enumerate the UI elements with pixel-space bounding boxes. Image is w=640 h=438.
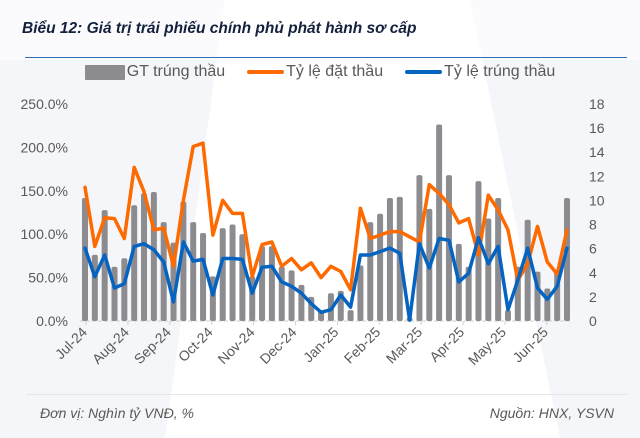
y-left-tick-label: 100.0% <box>21 226 68 242</box>
bar-gt-trung-thau <box>367 222 374 321</box>
unit-note: Đơn vị: Nghìn tỷ VNĐ, % <box>40 405 194 421</box>
legend-swatch-bars <box>84 64 125 80</box>
legend-item-win-ratio: Tỷ lệ trúng thầu <box>405 63 555 81</box>
y-right-tick-label: 4 <box>589 265 597 281</box>
bar-gt-trung-thau <box>544 288 551 321</box>
y-left-tick-label: 200.0% <box>21 139 68 155</box>
bar-gt-trung-thau <box>150 192 157 321</box>
bar-gt-trung-thau <box>465 266 472 321</box>
line-ty-le-dat-thau <box>83 141 569 292</box>
footer-rule <box>26 394 628 395</box>
x-tick-label: Feb-25 <box>341 324 384 367</box>
y-right-tick-label: 14 <box>589 144 605 160</box>
y-right-tick-label: 10 <box>589 192 605 208</box>
bar-gt-trung-thau <box>524 219 531 321</box>
y-left-tick-label: 50.0% <box>28 270 68 286</box>
bar-gt-trung-thau <box>504 310 511 321</box>
bar-gt-trung-thau <box>101 210 108 321</box>
bar-gt-trung-thau <box>288 270 295 321</box>
bar-gt-trung-thau <box>377 213 384 321</box>
bar-gt-trung-thau <box>357 265 364 321</box>
bar-gt-trung-thau <box>436 124 443 321</box>
x-tick-label: Sep-24 <box>131 324 174 367</box>
bar-gt-trung-thau <box>386 198 393 321</box>
x-tick-label: Dec-24 <box>256 324 299 367</box>
x-tick-label: Aug-24 <box>89 324 132 367</box>
y-right-tick-label: 12 <box>589 168 605 184</box>
bar-gt-trung-thau <box>485 218 492 321</box>
y-right-tick-label: 16 <box>589 120 605 136</box>
bar-gt-trung-thau <box>121 258 128 321</box>
y-right-tick-label: 6 <box>589 241 597 257</box>
bar-gt-trung-thau <box>259 246 266 321</box>
bar-gt-trung-thau <box>190 222 197 321</box>
legend-swatch-bid-ratio <box>247 70 285 74</box>
bar-gt-trung-thau <box>200 232 207 321</box>
bar-gt-trung-thau <box>91 254 98 321</box>
bar-gt-trung-thau <box>239 234 246 321</box>
y-right-tick-label: 18 <box>589 96 605 112</box>
legend-label-bars: GT trúng thầu <box>126 63 226 80</box>
bar-gt-trung-thau <box>141 193 148 321</box>
legend-item-bid-ratio: Tỷ lệ đặt thầu <box>247 63 383 81</box>
x-tick-label: Jun-25 <box>509 324 551 366</box>
bar-gt-trung-thau <box>160 222 167 321</box>
x-tick-label: Jan-25 <box>300 324 342 366</box>
legend-swatch-win-ratio <box>405 70 443 74</box>
bar-gt-trung-thau <box>278 266 285 321</box>
x-tick-label: May-25 <box>465 324 509 368</box>
bar-gt-trung-thau <box>564 198 570 321</box>
title-rule <box>25 57 627 58</box>
y-left-tick-label: 0.0% <box>36 313 68 329</box>
x-tick-label: Nov-24 <box>214 324 257 367</box>
line-ty-le-trung-thau <box>83 235 569 322</box>
legend-label-win-ratio: Tỷ lệ trúng thầu <box>444 63 556 80</box>
y-right-tick-label: 0 <box>589 313 597 329</box>
x-tick-label: Apr-25 <box>426 324 467 365</box>
x-tick-label: Jul-24 <box>52 324 90 362</box>
bar-gt-trung-thau <box>347 310 354 321</box>
y-right-tick-label: 8 <box>589 217 597 233</box>
legend-label-bid-ratio: Tỷ lệ đặt thầu <box>286 63 384 80</box>
bar-gt-trung-thau <box>82 198 88 321</box>
y-left-tick-label: 150.0% <box>21 183 68 199</box>
bar-gt-trung-thau <box>229 224 236 321</box>
bar-gt-trung-thau <box>318 311 325 321</box>
legend-item-bars: GT trúng thầu <box>84 63 226 81</box>
chart-title: Biểu 12: Giá trị trái phiếu chính phủ ph… <box>22 20 417 37</box>
bar-gt-trung-thau <box>131 205 138 321</box>
x-tick-label: Mar-25 <box>383 324 426 367</box>
y-right-tick-label: 2 <box>589 289 597 305</box>
legend: GT trúng thầu Tỷ lệ đặt thầu Tỷ lệ trúng… <box>0 63 640 81</box>
bar-gt-trung-thau <box>219 228 226 321</box>
bar-gt-trung-thau <box>180 201 187 321</box>
bar-gt-trung-thau <box>268 246 275 321</box>
source-note: Nguồn: HNX, YSVN <box>489 405 614 421</box>
bar-gt-trung-thau <box>445 175 452 321</box>
x-tick-label: Oct-24 <box>175 324 216 365</box>
y-left-tick-label: 250.0% <box>21 96 68 112</box>
bar-gt-trung-thau <box>495 198 502 321</box>
